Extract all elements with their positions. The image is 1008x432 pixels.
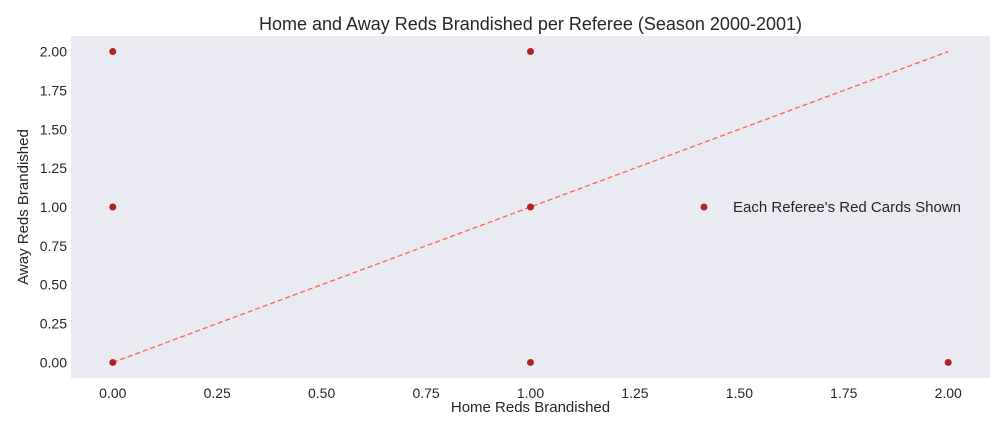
reference-line [112, 50, 949, 364]
x-tick-label: 2.00 [935, 385, 962, 401]
legend-marker [700, 203, 708, 211]
x-tick-label: 1.50 [726, 385, 753, 401]
y-axis: 0.00 0.25 0.50 0.75 1.00 1.25 1.50 1.75 2.00 [40, 44, 67, 371]
scatter-point [944, 358, 952, 366]
y-tick-label: 0.00 [40, 354, 67, 370]
x-tick-label: 0.75 [412, 385, 439, 401]
scatter-point [527, 48, 534, 56]
scatter-point [109, 48, 117, 56]
legend-label: Each Referee's Red Cards Shown [733, 199, 961, 216]
y-tick-label: 2.00 [40, 44, 67, 60]
x-tick-label: 1.25 [621, 385, 648, 401]
chart-title: Home and Away Reds Brandished per Refere… [259, 14, 802, 34]
scatter-point [527, 203, 534, 211]
scatter-point [527, 358, 534, 366]
x-tick-label: 0.50 [308, 385, 335, 401]
y-tick-label: 0.50 [40, 277, 67, 293]
x-tick-label: 0.00 [99, 385, 126, 401]
x-tick-label: 1.00 [517, 385, 544, 401]
x-axis-label: Home Reds Brandished [451, 399, 610, 416]
y-tick-label: 1.50 [40, 121, 67, 137]
scatter-point [109, 203, 117, 211]
y-tick-label: 0.25 [40, 316, 67, 332]
scatter-points [109, 48, 952, 366]
y-tick-label: 0.75 [40, 238, 67, 254]
scatter-point [109, 358, 117, 366]
y-tick-label: 1.00 [40, 199, 67, 215]
x-tick-label: 1.75 [830, 385, 857, 401]
y-tick-label: 1.75 [40, 82, 67, 98]
x-tick-label: 0.25 [204, 385, 231, 401]
y-axis-label: Away Reds Brandished [15, 129, 32, 285]
x-axis: 0.00 0.25 0.50 0.75 1.00 1.25 1.50 1.75 2.00 [99, 385, 962, 401]
legend: Each Referee's Red Cards Shown [700, 199, 961, 216]
y-tick-label: 1.25 [40, 160, 67, 176]
